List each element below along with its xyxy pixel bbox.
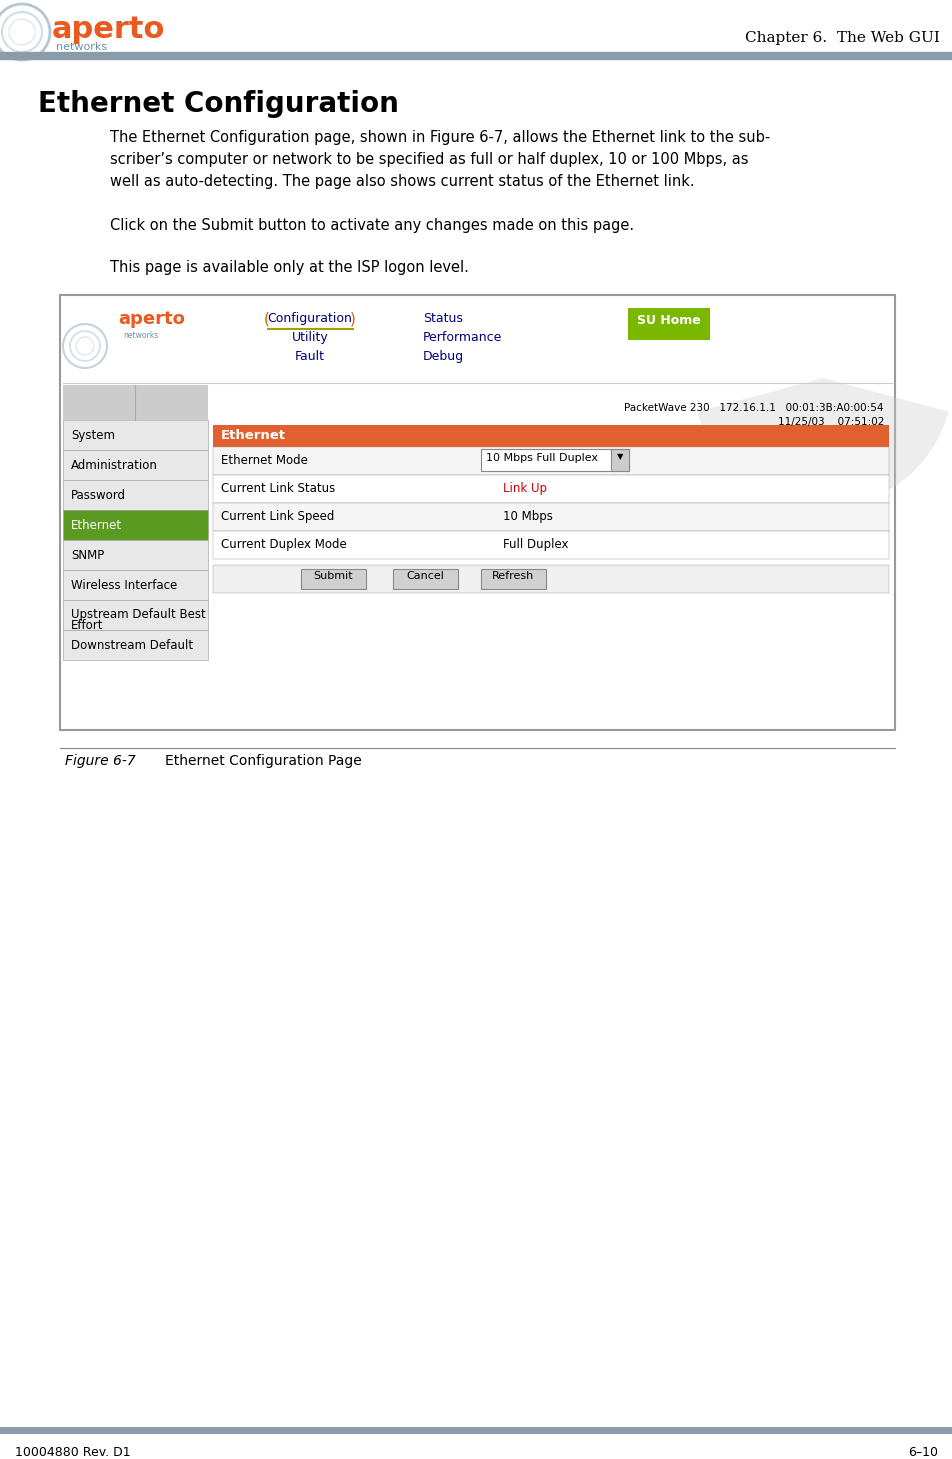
Text: Ethernet Mode: Ethernet Mode — [221, 454, 307, 467]
Bar — [63, 630, 208, 659]
Text: System: System — [71, 429, 115, 442]
Bar — [63, 570, 208, 600]
Text: Cancel: Cancel — [406, 570, 444, 581]
Text: Status: Status — [423, 312, 463, 325]
Bar — [627, 308, 709, 340]
Text: Configuration: Configuration — [268, 312, 352, 325]
Text: 10 Mbps Full Duplex: 10 Mbps Full Duplex — [486, 452, 597, 463]
Bar — [63, 480, 208, 511]
Text: 10 Mbps: 10 Mbps — [503, 511, 552, 522]
Text: Downstream Default: Downstream Default — [71, 639, 193, 652]
Bar — [301, 569, 366, 589]
Text: Figure 6-7: Figure 6-7 — [65, 754, 135, 767]
Text: ▼: ▼ — [616, 452, 623, 461]
Text: Administration: Administration — [71, 460, 158, 473]
Text: Wireless Interface: Wireless Interface — [71, 579, 177, 592]
Text: Link Up: Link Up — [503, 481, 546, 495]
Text: 6–10: 6–10 — [907, 1446, 937, 1459]
Text: Ethernet Configuration: Ethernet Configuration — [38, 90, 399, 118]
Text: aperto: aperto — [52, 15, 166, 44]
Bar — [213, 425, 888, 446]
Bar — [213, 446, 888, 476]
Text: ): ) — [349, 312, 355, 327]
Bar — [213, 476, 888, 503]
Bar — [481, 449, 628, 471]
Text: Debug: Debug — [423, 350, 464, 363]
Text: Performance: Performance — [423, 331, 502, 344]
Bar — [63, 420, 208, 449]
Text: SU Home: SU Home — [637, 314, 700, 327]
Text: Ethernet Configuration Page: Ethernet Configuration Page — [165, 754, 362, 767]
Text: 11/25/03    07:51:02: 11/25/03 07:51:02 — [777, 417, 883, 427]
Wedge shape — [697, 378, 947, 508]
Bar — [63, 298, 891, 384]
Bar — [60, 295, 894, 730]
Bar — [213, 565, 888, 592]
Text: Password: Password — [71, 489, 126, 502]
Text: Click on the Submit button to activate any changes made on this page.: Click on the Submit button to activate a… — [109, 217, 633, 233]
Text: 10004880 Rev. D1: 10004880 Rev. D1 — [15, 1446, 130, 1459]
Text: This page is available only at the ISP logon level.: This page is available only at the ISP l… — [109, 260, 468, 274]
Text: Refresh: Refresh — [491, 570, 533, 581]
Text: Ethernet: Ethernet — [71, 519, 122, 533]
Text: Full Duplex: Full Duplex — [503, 538, 568, 552]
Bar — [63, 385, 208, 420]
Text: Fault: Fault — [295, 350, 325, 363]
Bar — [213, 531, 888, 559]
Text: (: ( — [264, 312, 269, 327]
Text: well as auto-detecting. The page also shows current status of the Ethernet link.: well as auto-detecting. The page also sh… — [109, 174, 694, 190]
Bar — [63, 449, 208, 480]
Bar — [392, 569, 458, 589]
Bar — [610, 449, 628, 471]
Text: Ethernet: Ethernet — [221, 429, 286, 442]
Text: Current Link Status: Current Link Status — [221, 481, 335, 495]
Text: Current Duplex Mode: Current Duplex Mode — [221, 538, 347, 552]
Bar — [63, 511, 208, 540]
Text: Utility: Utility — [291, 331, 328, 344]
Text: Upstream Default Best: Upstream Default Best — [71, 608, 206, 622]
Text: SNMP: SNMP — [71, 549, 104, 562]
Bar — [481, 569, 545, 589]
Text: networks: networks — [56, 42, 107, 53]
Text: Chapter 6.  The Web GUI: Chapter 6. The Web GUI — [744, 31, 939, 45]
Text: networks: networks — [123, 331, 158, 340]
Bar — [63, 600, 208, 630]
Bar — [63, 540, 208, 570]
Text: Submit: Submit — [313, 570, 352, 581]
Text: PacketWave 230   172.16.1.1   00:01:3B:A0:00:54: PacketWave 230 172.16.1.1 00:01:3B:A0:00… — [624, 403, 883, 413]
Bar — [213, 503, 888, 531]
Text: The Ethernet Configuration page, shown in Figure 6-7, allows the Ethernet link t: The Ethernet Configuration page, shown i… — [109, 130, 769, 144]
Text: scriber’s computer or network to be specified as full or half duplex, 10 or 100 : scriber’s computer or network to be spec… — [109, 152, 747, 166]
Text: Effort: Effort — [71, 619, 104, 632]
Text: aperto: aperto — [118, 309, 185, 328]
Text: Current Link Speed: Current Link Speed — [221, 511, 334, 522]
